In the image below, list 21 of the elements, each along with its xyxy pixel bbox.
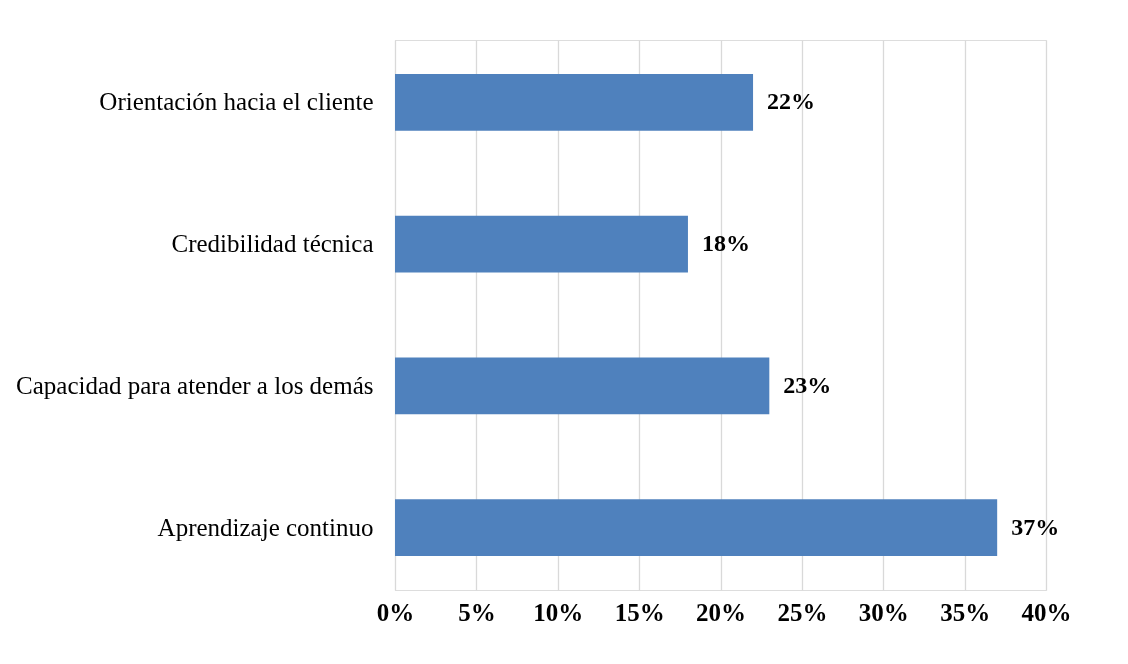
x-tick-label: 5% <box>458 598 496 626</box>
y-tick-label: Aprendizaje continuo <box>157 513 374 541</box>
data-label: 22% <box>767 88 816 115</box>
data-label: 23% <box>783 371 832 398</box>
x-tick-label: 20% <box>696 598 746 626</box>
x-tick-label: 40% <box>1021 598 1072 626</box>
bar <box>395 74 754 131</box>
x-tick-label: 30% <box>858 598 909 626</box>
x-tick-label: 15% <box>614 598 665 626</box>
bar <box>395 499 998 556</box>
y-tick-label: Capacidad para atender a los demás <box>16 371 374 399</box>
data-label: 37% <box>1011 513 1060 540</box>
x-tick-label: 10% <box>533 598 584 626</box>
x-tick-label: 25% <box>777 598 828 626</box>
bar <box>395 357 770 415</box>
data-label: 18% <box>701 230 750 257</box>
x-tick-label: 0% <box>376 598 415 626</box>
x-tick-label: 35% <box>940 598 991 626</box>
y-tick-label: Credibilidad técnica <box>171 230 374 258</box>
y-tick-label: Orientación hacia el cliente <box>99 88 374 116</box>
bar <box>395 215 688 273</box>
